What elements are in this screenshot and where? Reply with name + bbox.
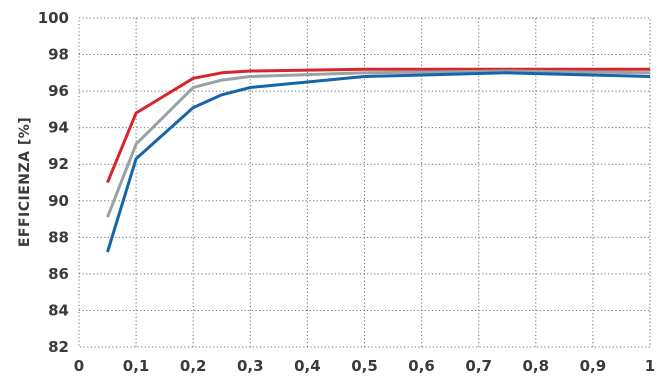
series-line-grey — [106, 69, 651, 218]
y-tick-label: 92 — [48, 155, 69, 173]
x-tick-label: 0,1 — [123, 357, 150, 375]
y-axis-ticks: 82 84 86 88 90 92 94 96 98 100 — [38, 9, 69, 356]
y-tick-label: 84 — [48, 301, 69, 319]
y-tick-label: 94 — [48, 119, 69, 137]
x-tick-label: 0,2 — [180, 357, 207, 375]
y-tick-label: 96 — [48, 82, 69, 100]
x-tick-label: 0,8 — [523, 357, 550, 375]
series-line-blue — [106, 71, 651, 253]
series-line-red — [106, 67, 650, 184]
y-tick-label: 82 — [48, 338, 69, 356]
x-tick-label: 0,4 — [294, 357, 321, 375]
x-tick-label: 0,3 — [237, 357, 264, 375]
y-tick-label: 88 — [48, 228, 69, 246]
x-tick-label: 1 — [645, 357, 655, 375]
x-tick-label: 0,5 — [351, 357, 378, 375]
x-axis-ticks: 0 0,1 0,2 0,3 0,4 0,5 0,6 0,7 0,8 0,9 1 — [74, 357, 655, 375]
y-axis-title: EFFICIENZA [%] — [17, 117, 33, 247]
x-tick-label: 0 — [74, 357, 84, 375]
x-tick-label: 0,6 — [408, 357, 435, 375]
grid — [78, 17, 651, 348]
series-lines — [106, 67, 651, 253]
y-tick-label: 90 — [48, 192, 69, 210]
y-tick-label: 86 — [48, 265, 69, 283]
x-tick-label: 0,9 — [580, 357, 607, 375]
y-tick-label: 100 — [38, 9, 69, 27]
x-tick-label: 0,7 — [465, 357, 492, 375]
plot-frame — [78, 17, 651, 348]
y-tick-label: 98 — [48, 46, 69, 64]
